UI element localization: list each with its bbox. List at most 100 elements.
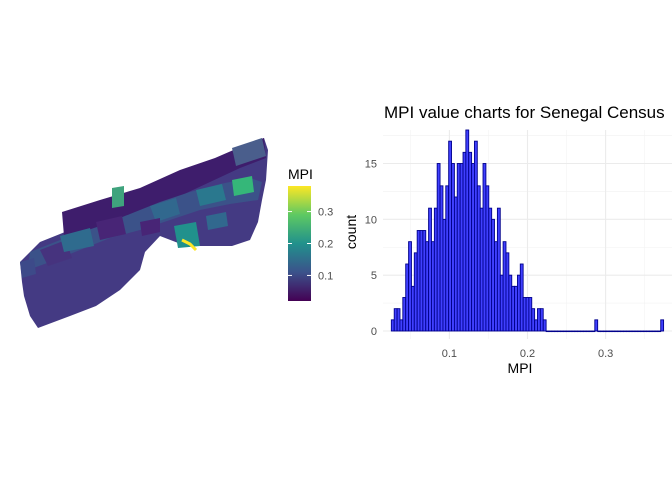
histogram-bar xyxy=(548,330,553,333)
histogram-bar xyxy=(625,330,630,333)
histogram-bar xyxy=(442,218,447,332)
histogram-bar xyxy=(402,297,407,332)
x-axis-ticks: 0.1 0.2 0.3 xyxy=(442,348,614,360)
histogram-bar xyxy=(473,140,478,332)
histogram-bar xyxy=(565,330,570,333)
histogram-bar xyxy=(413,252,418,332)
map-region-patch-10 xyxy=(60,228,94,252)
histogram-bar xyxy=(393,308,398,332)
map-region-patch-8 xyxy=(232,138,266,166)
histogram-bar xyxy=(645,330,650,333)
legend-tick-label: 0.3 xyxy=(318,207,333,219)
histogram-bar xyxy=(651,330,656,333)
histogram-bar xyxy=(631,330,636,333)
histogram-bar xyxy=(600,330,604,333)
histogram-bar xyxy=(451,163,455,332)
histogram-bar xyxy=(416,230,421,332)
histogram-bar xyxy=(390,319,395,332)
legend-tick-label: 0.1 xyxy=(318,270,333,282)
histogram-bar xyxy=(479,207,484,332)
histogram-bar xyxy=(657,330,662,333)
histogram-bar xyxy=(559,330,564,333)
histogram-bar xyxy=(445,185,450,332)
histogram-bar xyxy=(522,297,527,332)
histogram-bar xyxy=(582,330,587,333)
histogram-bars xyxy=(390,129,665,333)
histogram-bar xyxy=(577,330,581,333)
histogram-bar xyxy=(588,330,593,333)
histogram-bar xyxy=(602,330,607,333)
histogram-bar xyxy=(623,330,627,333)
chart-title: MPI value charts for Senegal Census xyxy=(384,103,665,122)
histogram-bar xyxy=(519,263,524,332)
map-region-patch-7 xyxy=(174,222,200,248)
histogram-bar xyxy=(585,330,590,333)
map-region-north-band xyxy=(62,138,266,236)
histogram-bar xyxy=(422,230,427,332)
histogram-bar xyxy=(605,330,610,333)
histogram-bar xyxy=(597,330,602,333)
histogram-bar xyxy=(494,241,498,332)
map-region-patch-11 xyxy=(140,218,160,236)
histogram-bar xyxy=(517,274,521,332)
histogram-bar xyxy=(514,285,518,332)
histogram-bar xyxy=(433,207,438,332)
grid-lines xyxy=(383,130,672,339)
histogram-bar xyxy=(591,330,596,333)
map-region-patch-2 xyxy=(96,216,126,240)
histogram-bar xyxy=(405,263,410,332)
histogram-bar xyxy=(640,330,644,333)
histogram-bar xyxy=(462,151,467,332)
y-axis-title: count xyxy=(343,215,359,249)
map-region-hotspot xyxy=(181,238,198,252)
histogram-bar xyxy=(634,330,639,333)
map-region-patch-12 xyxy=(206,212,228,230)
histogram-bar xyxy=(496,207,501,332)
histogram-bar xyxy=(468,151,473,332)
histogram-bar xyxy=(557,330,561,333)
histogram-bar xyxy=(562,330,567,333)
histogram-bar xyxy=(531,308,536,332)
histogram-bar xyxy=(511,285,516,332)
histogram-bar xyxy=(620,330,624,333)
histogram-bar xyxy=(525,297,530,332)
histogram-bar xyxy=(648,330,653,333)
histogram-bar xyxy=(425,241,430,332)
histogram-bar xyxy=(459,163,464,332)
histogram-bar xyxy=(617,330,622,333)
histogram-bar xyxy=(399,319,404,332)
histogram-bar xyxy=(410,285,415,332)
histogram-bar xyxy=(594,319,599,332)
histogram-bar xyxy=(551,330,556,333)
histogram-bar xyxy=(396,308,401,332)
map-region-patch-9 xyxy=(20,258,36,278)
map-region-patch-4 xyxy=(196,184,226,206)
histogram-bar xyxy=(539,308,544,332)
histogram-bar xyxy=(528,297,533,332)
histogram-bar xyxy=(534,319,538,332)
y-tick-label: 15 xyxy=(365,159,377,171)
histogram-bar xyxy=(419,230,424,332)
histogram-bar xyxy=(456,163,461,332)
histogram-bar xyxy=(611,330,616,333)
x-tick-label: 0.3 xyxy=(598,348,613,360)
histogram-bar xyxy=(537,308,541,332)
histogram-bar xyxy=(505,252,510,332)
histogram-bar xyxy=(574,330,579,333)
histogram-bar xyxy=(643,330,647,333)
histogram-bar xyxy=(554,330,559,333)
choropleth-map xyxy=(20,138,268,328)
histogram-bar xyxy=(439,185,444,332)
histogram-bar xyxy=(545,330,550,333)
histogram-bar xyxy=(571,330,576,333)
x-axis-title: MPI xyxy=(508,360,533,376)
histogram-bar xyxy=(580,330,584,333)
map-region-patch-3 xyxy=(150,198,180,222)
histogram-bar xyxy=(502,241,507,332)
y-axis-ticks: 0 5 10 15 xyxy=(365,159,377,339)
histogram-bar xyxy=(628,330,633,333)
histogram-bar xyxy=(660,319,665,332)
histogram-bar xyxy=(488,207,493,332)
histogram-bar xyxy=(608,330,613,333)
histogram-bar xyxy=(491,218,495,332)
